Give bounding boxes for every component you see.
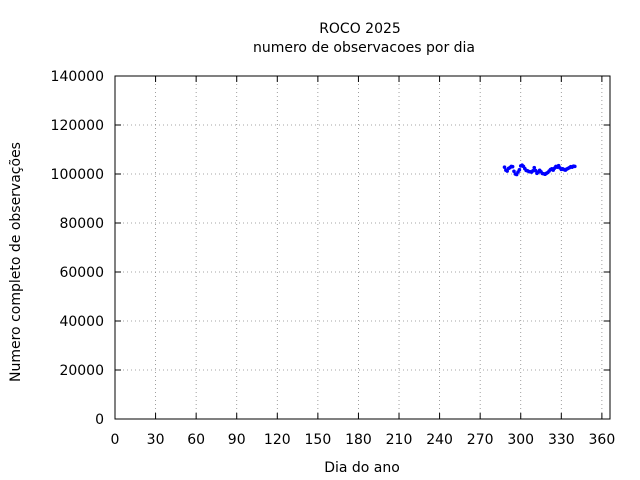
y-axis-label: Numero completo de observações [8,142,24,382]
plot-frame [114,75,611,420]
y-tick-label: 40000 [59,314,104,330]
x-tick-label: 300 [507,432,534,448]
x-tick-label: 210 [386,432,413,448]
y-tick-label: 0 [95,412,104,428]
x-tick-label: 240 [426,432,453,448]
x-tick-label: 270 [467,432,494,448]
data-point [531,169,535,173]
y-tick-label: 80000 [59,216,104,232]
x-tick-label: 90 [228,432,246,448]
data-point [517,168,522,172]
x-tick-label: 180 [345,432,372,448]
data-point [510,164,515,169]
grid [115,76,610,419]
x-tick-label: 150 [305,432,332,448]
x-tick-label: 0 [111,432,120,448]
data-point [512,169,516,174]
y-tick-label: 100000 [51,167,104,183]
data-point [532,165,537,170]
y-tick-label: 60000 [59,265,104,281]
x-tick-label: 60 [187,432,205,448]
x-tick-label: 330 [548,432,575,448]
x-tick-label: 30 [147,432,165,448]
x-tick-label: 120 [264,432,291,448]
data-points [502,163,577,177]
y-tick-label: 20000 [59,363,104,379]
x-tick-label: 360 [589,432,616,448]
x-axis-label: Dia do ano [324,460,400,476]
tick-labels: 0 30 60 90 120 150 180 210 240 270 300 330 360 0 20000… [51,69,616,448]
data-point [502,165,507,169]
data-point [533,168,538,173]
y-tick-label: 120000 [51,118,104,134]
y-tick-label: 140000 [51,69,104,85]
axis-ticks [114,75,610,420]
data-point [505,169,510,173]
data-point [573,164,577,169]
chart-subtitle: numero de observacoes por dia [253,40,475,56]
chart-title: ROCO 2025 [319,21,401,37]
